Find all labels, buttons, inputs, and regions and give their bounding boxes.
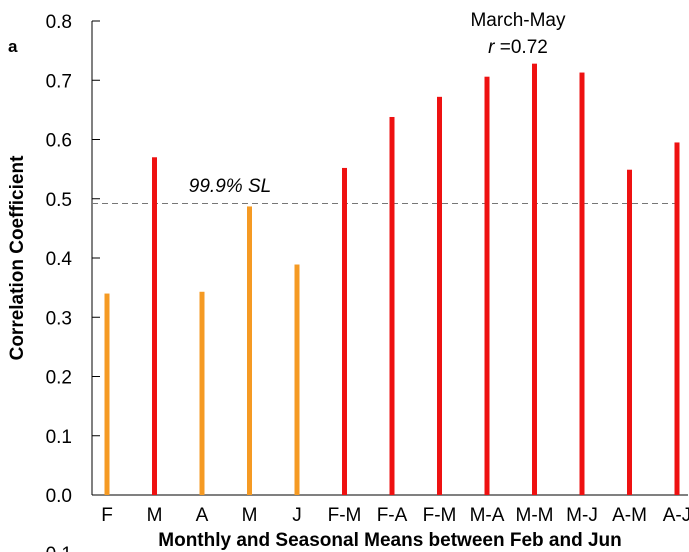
annotation-r-symbol: r xyxy=(488,37,495,58)
bar-5 xyxy=(294,264,300,495)
bar-11 xyxy=(579,72,585,496)
bars xyxy=(104,63,680,496)
y-ticks: 0.0 0.1 0.2 0.3 0.4 0.5 0.6 0.7 0.8 xyxy=(46,12,100,507)
x-tick-label: A-J xyxy=(663,505,689,526)
y-tick-label: 0.2 xyxy=(46,368,72,389)
panel-label: a xyxy=(8,37,18,56)
bar-9 xyxy=(484,76,490,495)
bottom-cut-tick-label: -0.1 xyxy=(39,544,72,552)
x-tick-label: M-A xyxy=(470,505,505,526)
annotation-r-value: r =0.72 xyxy=(488,37,548,58)
x-tick-label: F xyxy=(101,505,113,526)
bar-6 xyxy=(342,167,347,495)
significance-label: 99.9% SL xyxy=(189,176,271,197)
y-tick-label: 0.5 xyxy=(46,190,72,211)
x-ticks: F M A M J F-M F-A F-M M-A M-M M-J A-M A-J xyxy=(101,505,689,526)
bar-4 xyxy=(247,206,252,495)
y-tick-label: 0.0 xyxy=(46,486,72,507)
y-tick-label: 0.3 xyxy=(46,308,72,329)
bar-8 xyxy=(437,96,442,495)
y-tick-label: 0.4 xyxy=(46,249,73,270)
bar-3 xyxy=(199,291,205,495)
bar-2 xyxy=(152,157,157,495)
x-tick-label: M xyxy=(147,505,163,526)
x-tick-label: F-M xyxy=(423,505,457,526)
bar-13 xyxy=(674,142,680,495)
annotation-r-equals: =0.72 xyxy=(494,37,547,58)
y-tick-label: 0.6 xyxy=(46,131,72,152)
x-axis-title: Monthly and Seasonal Means between Feb a… xyxy=(158,530,621,551)
x-tick-label: M xyxy=(242,505,258,526)
x-tick-label: J xyxy=(292,505,302,526)
x-tick-label: M-J xyxy=(566,505,598,526)
x-tick-label: M-M xyxy=(516,505,554,526)
annotation-title: March-May xyxy=(470,10,566,31)
bar-10 xyxy=(532,63,537,495)
y-tick-label: 0.7 xyxy=(46,71,72,92)
bar-1 xyxy=(104,293,110,495)
bar-12 xyxy=(627,169,632,495)
x-tick-label: A xyxy=(196,505,209,526)
y-axis-title: Correlation Coefficient xyxy=(7,155,28,360)
y-tick-label: 0.8 xyxy=(46,12,72,33)
x-tick-label: F-M xyxy=(328,505,362,526)
x-tick-label: F-A xyxy=(377,505,408,526)
bar-7 xyxy=(389,116,395,496)
x-tick-label: A-M xyxy=(612,505,647,526)
y-tick-label: 0.1 xyxy=(46,427,72,448)
